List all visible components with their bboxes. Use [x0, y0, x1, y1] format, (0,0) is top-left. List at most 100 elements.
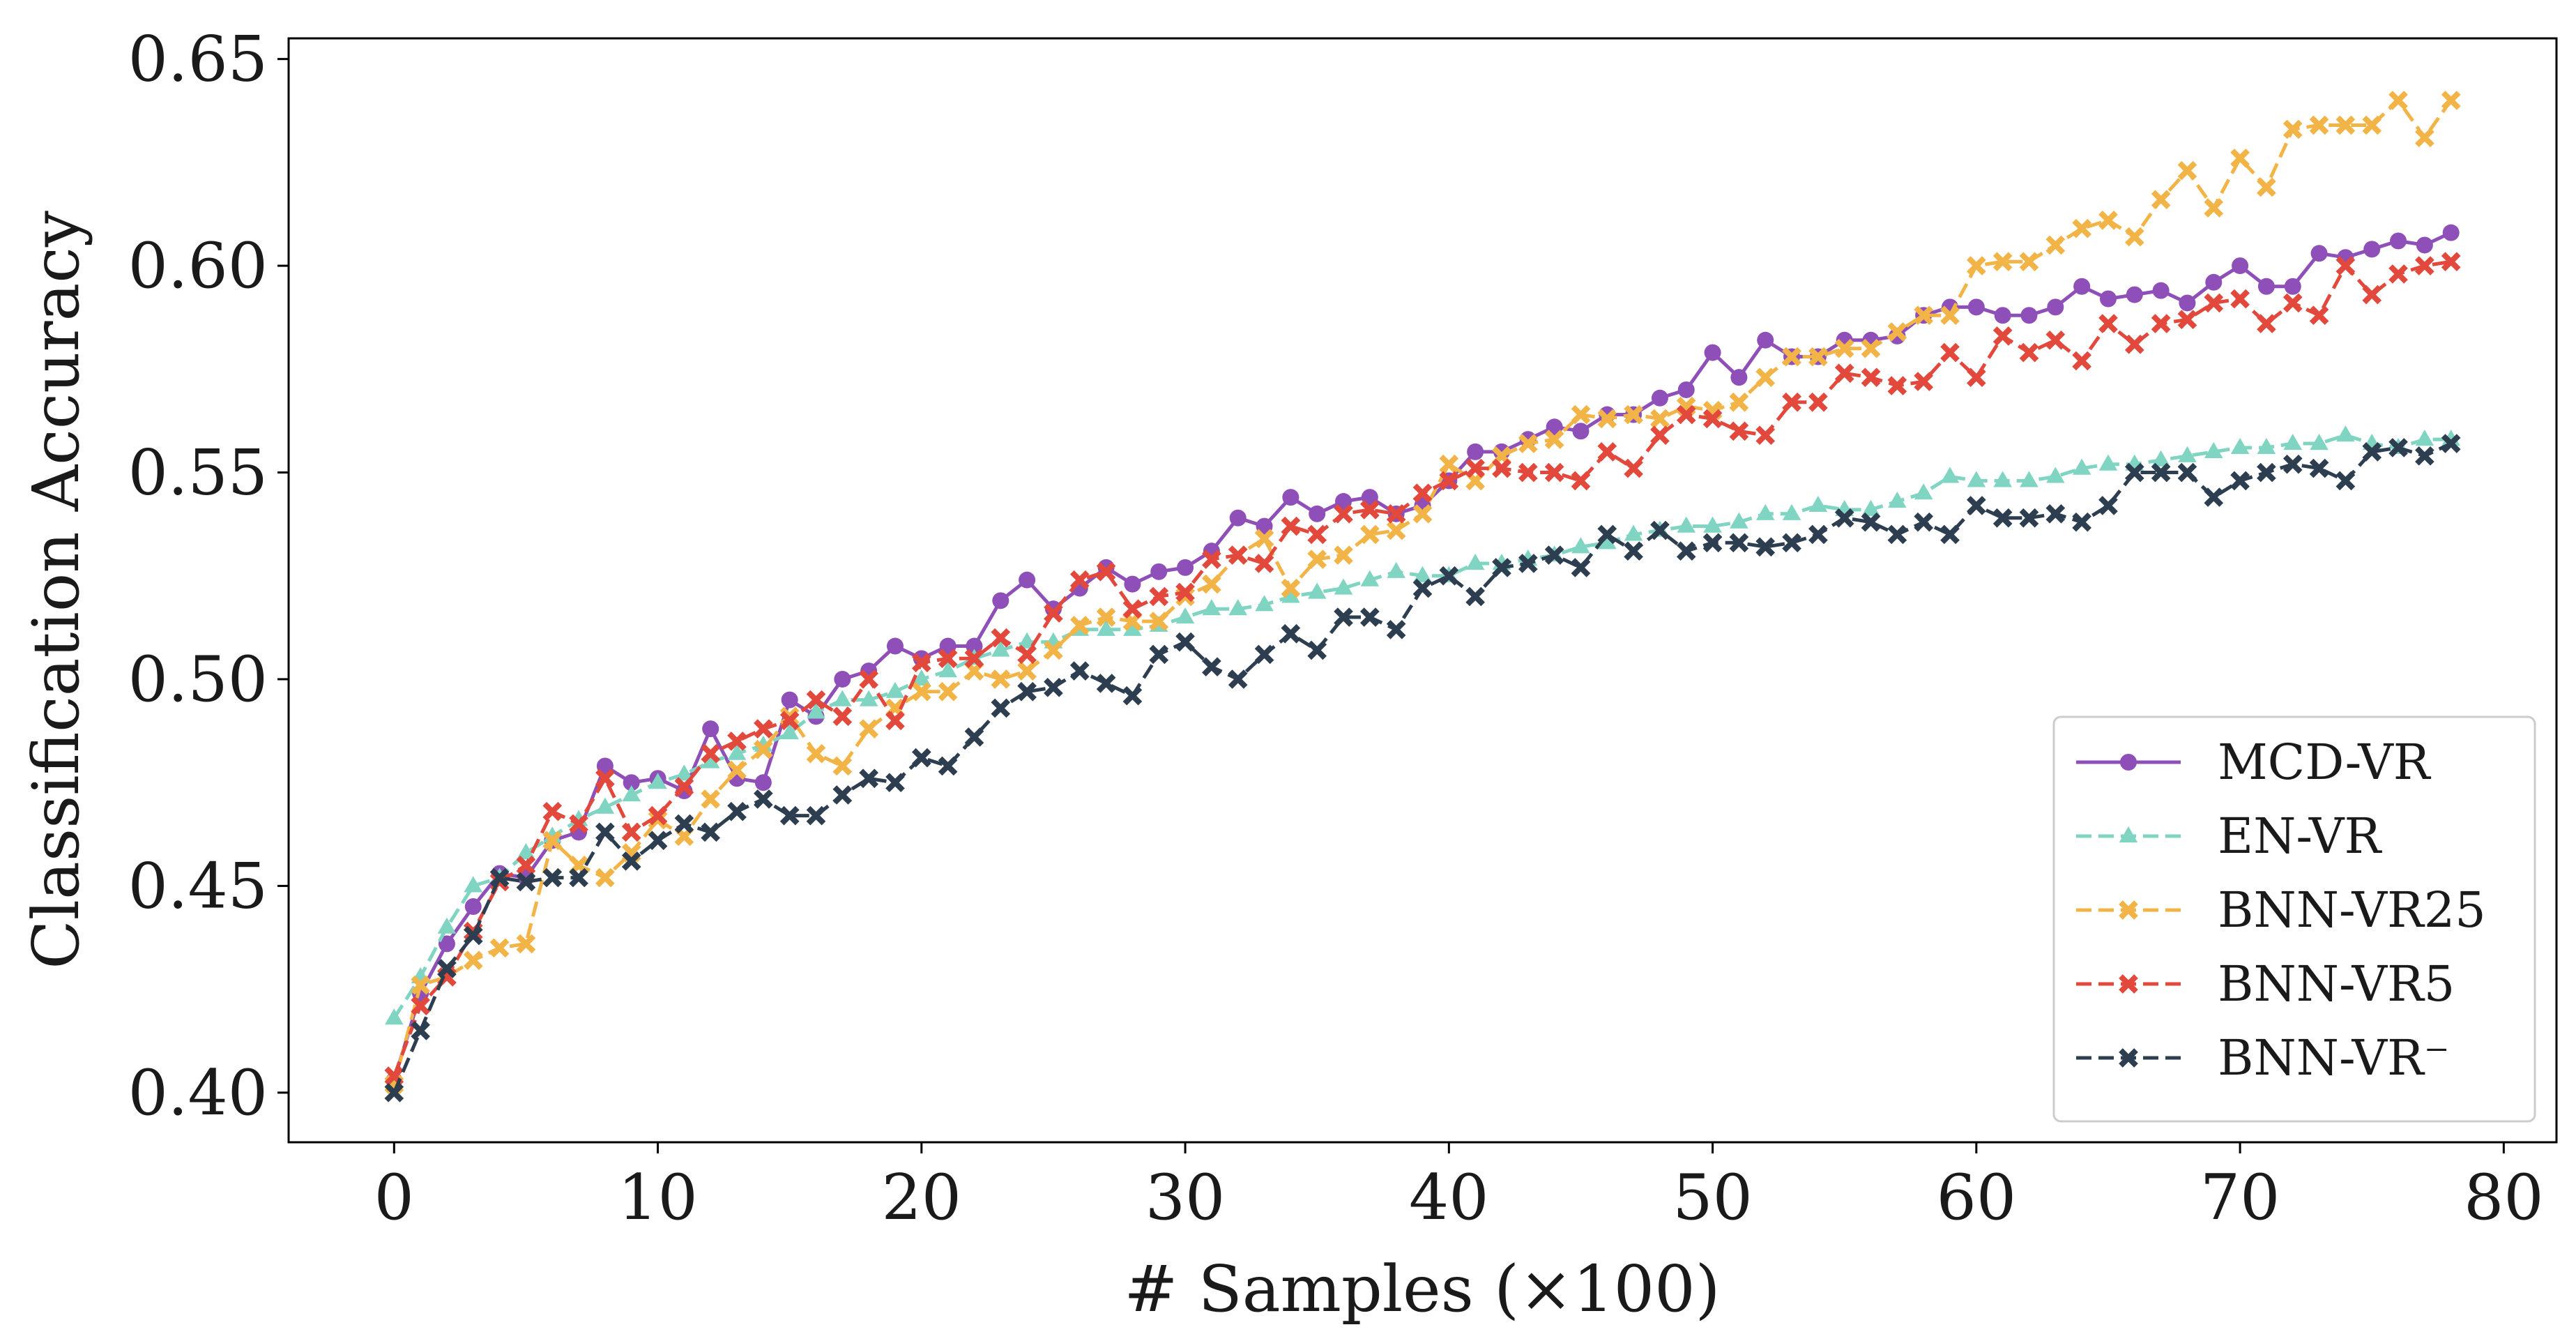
data-point: [2309, 305, 2329, 326]
legend-item: EN-VR: [2076, 808, 2382, 865]
data-point: [938, 649, 958, 669]
data-point: [1808, 347, 1828, 367]
data-point: [1281, 623, 1301, 644]
data-point: [754, 719, 773, 738]
data-point: [411, 996, 430, 1016]
data-point: [1386, 619, 1406, 639]
x-axis-title: # Samples (×100): [1124, 1252, 1720, 1326]
data-point: [1597, 524, 1617, 545]
data-point: [1702, 533, 1723, 553]
data-point: [1730, 369, 1748, 386]
data-point: [1387, 561, 1405, 578]
data-point: [1017, 661, 1037, 681]
data-point: [2099, 290, 2117, 308]
legend-label: BNN-VR25: [2218, 881, 2486, 939]
data-point: [939, 637, 957, 655]
data-point: [1254, 554, 1274, 573]
data-point: [1228, 599, 1248, 616]
data-point: [754, 739, 773, 759]
data-point: [1412, 578, 1433, 598]
data-point: [806, 690, 826, 710]
data-point: [1702, 409, 1723, 429]
data-point: [464, 876, 483, 893]
series-layer: [384, 91, 2461, 1103]
data-point: [437, 917, 457, 934]
data-point: [1676, 541, 1696, 561]
data-point: [1914, 512, 1934, 532]
data-point: [674, 814, 694, 834]
data-point: [1888, 492, 1907, 508]
data-point: [2047, 298, 2064, 316]
data-point: [676, 782, 693, 800]
data-point: [1281, 586, 1300, 603]
data-point: [1861, 368, 1881, 387]
data-point: [779, 711, 800, 731]
data-point: [411, 975, 430, 995]
y-axis-title: Classification Accuracy: [19, 211, 93, 969]
data-point: [1967, 368, 1986, 387]
data-point: [2072, 458, 2091, 475]
data-point: [2098, 314, 2118, 333]
data-point: [1255, 595, 1274, 612]
data-point: [621, 851, 641, 871]
data-point: [1360, 500, 1380, 520]
data-point: [1887, 376, 1907, 395]
data-point: [1914, 483, 1933, 500]
data-point: [2072, 351, 2091, 371]
data-point: [2442, 224, 2460, 241]
y-tick-label: 0.50: [128, 643, 268, 716]
data-point: [1281, 516, 1301, 536]
legend-marker: [2120, 754, 2137, 771]
data-point: [1334, 607, 1353, 627]
data-point: [1914, 372, 1934, 391]
data-point: [1940, 467, 1960, 483]
data-point: [1044, 677, 1063, 697]
data-point: [1175, 582, 1195, 603]
data-point: [516, 934, 536, 954]
data-point: [992, 592, 1009, 609]
data-point: [2388, 91, 2408, 110]
data-point: [1335, 493, 1352, 510]
data-point: [2388, 438, 2408, 457]
data-point: [623, 774, 640, 791]
data-point: [1940, 305, 1960, 326]
data-point: [938, 661, 957, 678]
data-point: [1624, 458, 1643, 478]
data-point: [1439, 566, 1459, 586]
data-point: [1544, 462, 1564, 483]
data-point: [489, 868, 510, 888]
data-point: [911, 748, 931, 768]
data-point: [1334, 503, 1353, 524]
data-point: [516, 872, 536, 892]
data-point: [1228, 545, 1248, 565]
data-point: [1307, 640, 1327, 660]
data-point: [1729, 421, 1749, 441]
legend-marker: [2119, 1048, 2138, 1068]
x-tick-label: 60: [1937, 1161, 2017, 1234]
data-point: [438, 935, 455, 953]
legend-item: MCD-VR: [2076, 734, 2432, 791]
data-point: [569, 814, 588, 834]
data-point: [2415, 430, 2434, 446]
data-point: [2335, 256, 2356, 275]
data-point: [516, 855, 536, 875]
data-point: [1544, 430, 1564, 449]
legend-marker: [2119, 900, 2138, 920]
data-point: [2046, 467, 2065, 483]
data-point: [1254, 644, 1274, 665]
data-point: [1254, 529, 1274, 549]
data-point: [1150, 563, 1168, 580]
data-point: [2151, 462, 2171, 483]
data-point: [754, 774, 772, 791]
legend-item: BNN-VR25: [2076, 881, 2486, 939]
data-point: [1309, 505, 1326, 522]
data-point: [489, 938, 510, 958]
data-point: [1940, 342, 1960, 363]
data-point: [727, 732, 747, 751]
data-point: [806, 805, 826, 826]
data-point: [2257, 278, 2275, 295]
data-point: [701, 752, 720, 768]
data-point: [1149, 644, 1169, 665]
data-point: [1096, 674, 1116, 693]
